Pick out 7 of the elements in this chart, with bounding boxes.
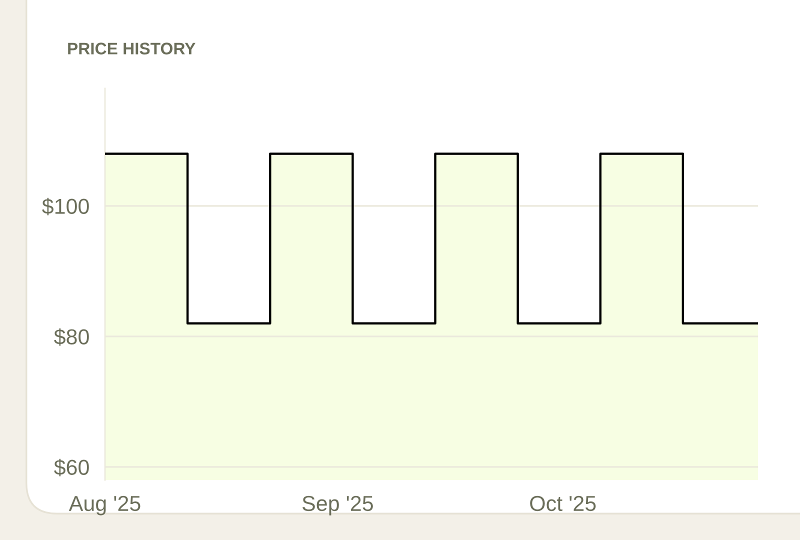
chart-title: PRICE HISTORY: [68, 42, 196, 54]
y-tick-label: $60: [54, 458, 89, 476]
y-tick-label: $100: [42, 198, 89, 216]
x-tick-label: Oct '25: [530, 496, 596, 512]
x-tick-label: Aug '25: [68, 496, 140, 516]
x-tick-label: Sep '25: [302, 496, 373, 516]
y-tick-label: $80: [54, 328, 89, 346]
